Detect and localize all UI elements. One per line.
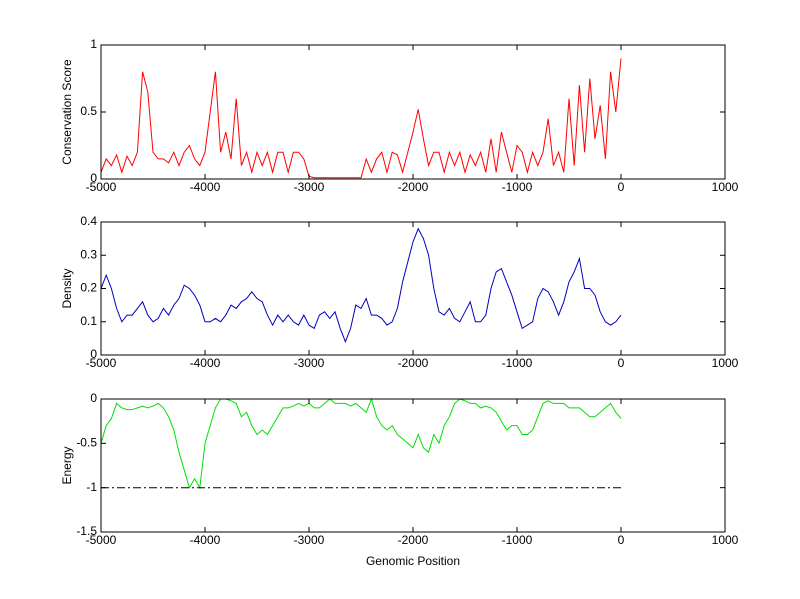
y-tick-label: 0.5 (80, 104, 97, 118)
x-tick-label: -2000 (398, 356, 429, 370)
x-tick-label: 0 (618, 180, 625, 194)
y-axis-label: Density (60, 268, 74, 308)
x-tick-label: 1000 (712, 356, 739, 370)
x-tick-label: -1000 (502, 533, 533, 547)
x-tick-label: 0 (618, 356, 625, 370)
data-line (100, 227, 622, 344)
y-tick-label: -1.5 (76, 524, 97, 538)
x-tick-label: -3000 (294, 180, 325, 194)
plot-area (101, 222, 725, 355)
x-axis-label: Genomic Position (366, 554, 460, 568)
y-axis-label: Energy (60, 446, 74, 484)
x-tick-label: -2000 (398, 533, 429, 547)
x-tick-label: -4000 (190, 356, 221, 370)
y-tick-label: 0.4 (80, 214, 97, 228)
x-tick-label: 0 (618, 533, 625, 547)
x-tick-label: -5000 (86, 533, 117, 547)
plot-area (101, 399, 725, 532)
x-tick-label: 1000 (712, 180, 739, 194)
y-tick-label: 0 (90, 391, 97, 405)
x-tick-label: -1000 (502, 180, 533, 194)
y-tick-label: 0 (90, 347, 97, 361)
y-tick-label: 0.3 (80, 247, 97, 261)
x-tick-label: -4000 (190, 180, 221, 194)
x-tick-label: -5000 (86, 356, 117, 370)
x-tick-label: -4000 (190, 533, 221, 547)
x-tick-label: -2000 (398, 180, 429, 194)
x-tick-label: -1000 (502, 356, 533, 370)
y-tick-label: 0.2 (80, 281, 97, 295)
y-tick-label: -1 (86, 480, 97, 494)
x-tick-label: -5000 (86, 180, 117, 194)
x-tick-label: -3000 (294, 356, 325, 370)
x-tick-label: 1000 (712, 533, 739, 547)
y-tick-label: 0 (90, 171, 97, 185)
data-line (100, 397, 622, 490)
y-tick-label: -0.5 (76, 436, 97, 450)
data-line (100, 58, 622, 179)
y-tick-label: 0.1 (80, 314, 97, 328)
y-axis-label: Conservation Score (60, 59, 74, 165)
y-tick-label: 1 (90, 37, 97, 51)
plot-area (101, 45, 725, 179)
x-tick-label: -3000 (294, 533, 325, 547)
